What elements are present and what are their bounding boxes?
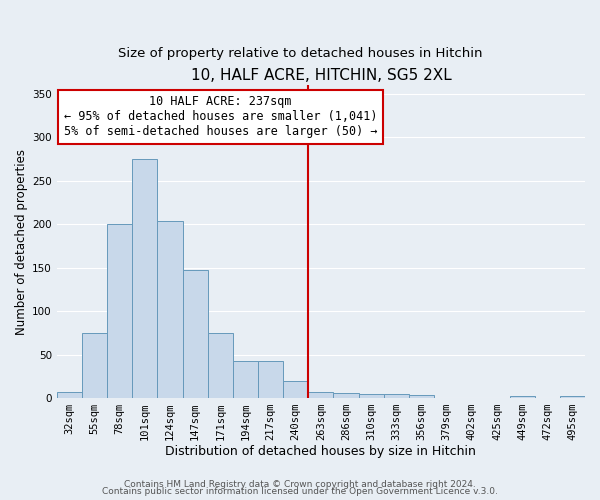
X-axis label: Distribution of detached houses by size in Hitchin: Distribution of detached houses by size … <box>166 444 476 458</box>
Bar <box>57 392 82 398</box>
Bar <box>359 394 384 398</box>
Bar <box>334 393 359 398</box>
Bar <box>509 396 535 398</box>
Bar <box>560 396 585 398</box>
Title: 10, HALF ACRE, HITCHIN, SG5 2XL: 10, HALF ACRE, HITCHIN, SG5 2XL <box>191 68 451 82</box>
Text: Size of property relative to detached houses in Hitchin: Size of property relative to detached ho… <box>118 48 482 60</box>
Bar <box>283 380 308 398</box>
Bar <box>308 392 334 398</box>
Text: Contains HM Land Registry data © Crown copyright and database right 2024.: Contains HM Land Registry data © Crown c… <box>124 480 476 489</box>
Bar <box>157 220 182 398</box>
Bar <box>258 362 283 398</box>
Bar <box>208 333 233 398</box>
Bar <box>233 362 258 398</box>
Text: Contains public sector information licensed under the Open Government Licence v.: Contains public sector information licen… <box>102 487 498 496</box>
Bar <box>132 159 157 398</box>
Bar <box>107 224 132 398</box>
Bar <box>409 396 434 398</box>
Bar <box>82 333 107 398</box>
Bar <box>384 394 409 398</box>
Y-axis label: Number of detached properties: Number of detached properties <box>15 148 28 334</box>
Bar <box>182 270 208 398</box>
Text: 10 HALF ACRE: 237sqm
← 95% of detached houses are smaller (1,041)
5% of semi-det: 10 HALF ACRE: 237sqm ← 95% of detached h… <box>64 96 377 138</box>
